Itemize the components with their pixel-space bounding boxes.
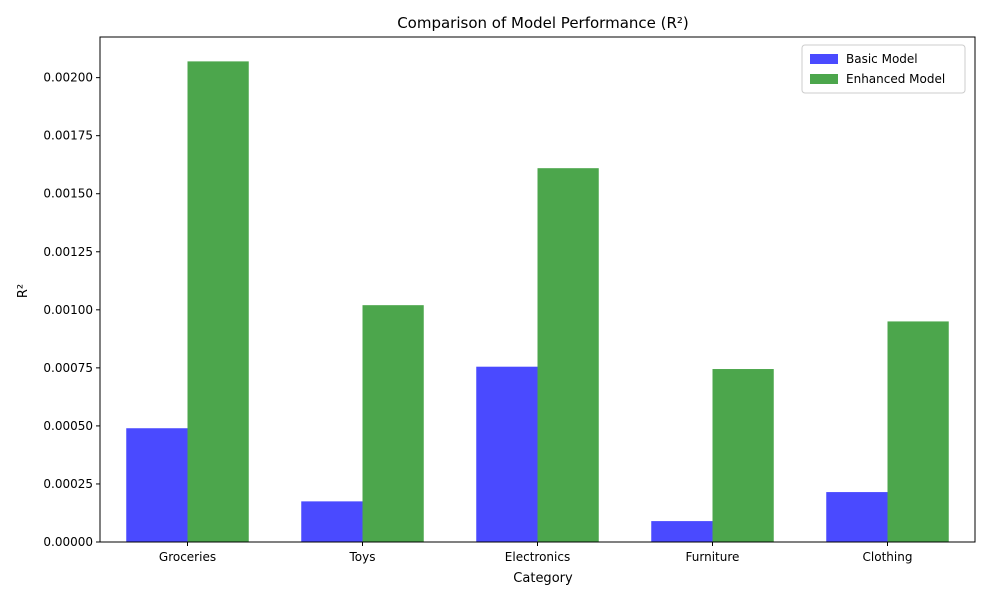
y-tick-label: 0.00200 [43,71,93,85]
legend-swatch [810,74,838,84]
x-tick-label: Groceries [159,550,216,564]
bar-enhanced-model-clothing [887,321,949,542]
legend: Basic Model Enhanced Model [801,44,966,94]
bar-basic-model-furniture [651,521,713,542]
y-axis-label: R² [16,284,31,298]
bar-enhanced-model-furniture [712,369,774,542]
bar-enhanced-model-electronics [537,168,599,543]
chart-title: Comparison of Model Performance (R²) [397,14,689,32]
legend-box [801,44,966,94]
legend-label: Basic Model [846,52,918,66]
y-tick-label: 0.00025 [43,477,93,491]
y-tick-label: 0.00000 [43,535,93,549]
y-tick-label: 0.00175 [43,129,93,143]
y-tick-label: 0.00050 [43,419,93,433]
x-tick-label: Furniture [686,550,740,564]
x-tick-label: Toys [349,550,376,564]
plot-area [126,61,949,543]
axes: Groceries Toys Electronics Furniture Clothin… [43,71,912,564]
bar-enhanced-model-toys [362,305,424,542]
bar-enhanced-model-groceries [187,61,249,543]
bar-basic-model-toys [301,501,363,542]
legend-swatch [810,54,838,64]
legend-label: Enhanced Model [846,72,945,86]
bar-basic-model-groceries [126,428,188,542]
x-tick-label: Electronics [505,550,570,564]
bar-basic-model-electronics [476,366,538,542]
y-tick-label: 0.00150 [43,187,93,201]
bar-basic-model-clothing [826,492,888,542]
y-tick-label: 0.00100 [43,303,93,317]
y-tick-label: 0.00075 [43,361,93,375]
x-axis-label: Category [513,571,573,586]
y-tick-label: 0.00125 [43,245,93,259]
x-tick-label: Clothing [863,550,913,564]
